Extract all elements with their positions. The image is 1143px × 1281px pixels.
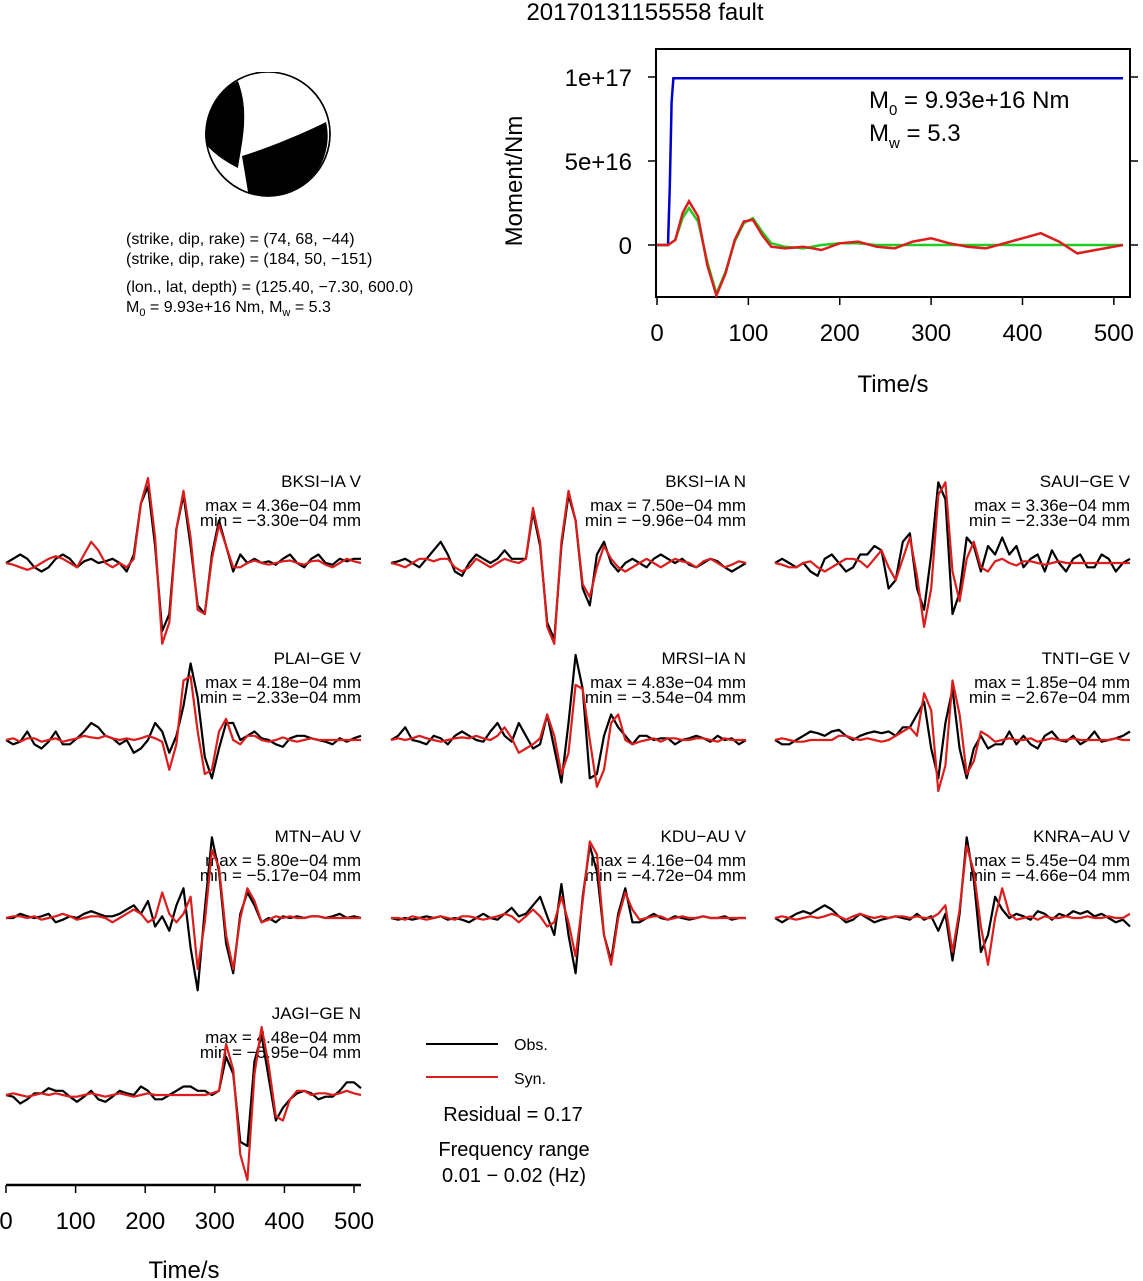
moment-xtick-label: 300 xyxy=(911,320,951,347)
waveform-xtick-label: 100 xyxy=(56,1208,96,1235)
moment-xtick-label: 500 xyxy=(1094,320,1134,347)
source-params: (strike, dip, rake) = (74, 68, −44) (str… xyxy=(126,230,413,323)
moment-xtick-label: 200 xyxy=(820,320,860,347)
moment-ticks-group: 0 100 200 300 400 500 0 5e+16 1e+17 xyxy=(565,65,1138,347)
moment-m0-annotation: M0 = 9.93e+16 Nm xyxy=(869,87,1069,119)
station-max: max = 5.80e−04 mm xyxy=(205,851,361,870)
station-max: max = 4.18e−04 mm xyxy=(205,673,361,692)
station-min: min = −3.54e−04 mm xyxy=(585,688,746,707)
waveform-xtick-label: 0 xyxy=(0,1208,13,1235)
waveform-xtick-label: 300 xyxy=(195,1208,235,1235)
station-name: KDU−AU V xyxy=(661,827,747,846)
strike-dip-rake-2: (strike, dip, rake) = (184, 50, −151) xyxy=(126,251,373,268)
waveform-syn xyxy=(5,848,361,971)
station-name: JAGI−GE N xyxy=(272,1004,361,1023)
waveform-xtick-label: 400 xyxy=(264,1208,304,1235)
station-max: max = 4.36e−04 mm xyxy=(205,496,361,515)
waveform-time-axis: 0 100 200 300 400 500 xyxy=(0,1183,374,1235)
waveform-syn xyxy=(5,1025,362,1182)
station-max: max = 3.36e−04 mm xyxy=(974,496,1130,515)
waveform-obs xyxy=(774,836,1131,962)
strike-dip-rake-1: (strike, dip, rake) = (74, 68, −44) xyxy=(126,231,355,248)
waveform-syn xyxy=(5,675,361,776)
moment-series-2 xyxy=(657,198,1124,300)
station-max: max = 7.50e−04 mm xyxy=(590,496,746,515)
moment-summary: M0 = 9.93e+16 Nm, Mw = 5.3 xyxy=(126,299,331,320)
moment-ytick-label: 0 xyxy=(619,233,632,260)
station-name: BKSI−IA V xyxy=(281,472,362,491)
moment-chart: 0 100 200 300 400 500 0 5e+16 1e+17 Moment/Nm Ti… xyxy=(501,48,1138,398)
station-name: MTN−AU V xyxy=(275,827,362,846)
moment-series-1 xyxy=(657,205,1123,298)
station-min: min = −3.30e−04 mm xyxy=(200,511,361,530)
waveform-syn xyxy=(774,844,1131,966)
moment-chart-frame xyxy=(655,48,1131,298)
station-max: max = 4.16e−04 mm xyxy=(590,851,746,870)
waveform-syn xyxy=(391,840,746,966)
moment-xtick-label: 400 xyxy=(1002,320,1042,347)
station-name: KNRA−AU V xyxy=(1033,827,1130,846)
station-name: PLAI−GE V xyxy=(274,649,362,668)
station-min: min = −2.33e−04 mm xyxy=(969,511,1130,530)
station-min: min = −9.96e−04 mm xyxy=(585,511,746,530)
station-max: max = 4.83e−04 mm xyxy=(590,673,746,692)
station-min: min = −5.17e−04 mm xyxy=(200,866,361,885)
station-max: max = 5.45e−04 mm xyxy=(974,851,1130,870)
legend-syn-label: Syn. xyxy=(514,1071,546,1088)
waveform-syn xyxy=(774,679,1130,793)
waveform-xtick-label: 200 xyxy=(125,1208,165,1235)
station-name: BKSI−IA N xyxy=(665,472,746,491)
moment-ytick-label: 1e+17 xyxy=(565,65,632,92)
page-title: 20170131155558 fault xyxy=(526,0,764,26)
waveform-xtick-label: 500 xyxy=(334,1208,374,1235)
station-min: min = −4.72e−04 mm xyxy=(585,866,746,885)
moment-ytick-label: 5e+16 xyxy=(565,149,632,176)
waveform-obs xyxy=(5,662,362,780)
waveform-syn xyxy=(774,481,1130,628)
waveform-syn xyxy=(390,683,746,788)
moment-xlabel: Time/s xyxy=(857,371,928,398)
waveform-syn xyxy=(390,489,747,645)
station-min: min = −2.67e−04 mm xyxy=(969,688,1130,707)
legend-obs-label: Obs. xyxy=(514,1037,548,1054)
location-depth: (lon., lat, depth) = (125.40, −7.30, 600… xyxy=(126,279,414,296)
beachball-icon xyxy=(205,72,331,197)
station-name: TNTI−GE V xyxy=(1042,649,1131,668)
station-name: SAUI−GE V xyxy=(1040,472,1131,491)
waveform-obs xyxy=(390,653,747,784)
moment-series-group xyxy=(657,76,1124,300)
residual-text: Residual = 0.17 xyxy=(443,1104,583,1126)
moment-ylabel: Moment/Nm xyxy=(501,116,528,247)
station-min: min = −5.95e−04 mm xyxy=(200,1043,361,1062)
moment-xtick-label: 100 xyxy=(728,320,768,347)
frequency-range: 0.01 − 0.02 (Hz) xyxy=(442,1165,586,1187)
station-min: min = −4.66e−04 mm xyxy=(969,866,1130,885)
station-max: max = 1.85e−04 mm xyxy=(974,673,1130,692)
moment-xtick-label: 0 xyxy=(650,320,663,347)
frequency-title: Frequency range xyxy=(438,1139,589,1161)
waveform-xlabel: Time/s xyxy=(148,1257,219,1281)
station-name: MRSI−IA N xyxy=(661,649,746,668)
waveform-syn xyxy=(5,476,362,645)
station-max: max = 4.48e−04 mm xyxy=(205,1028,361,1047)
moment-mw-annotation: Mw = 5.3 xyxy=(869,120,961,152)
legend: Obs. Syn. xyxy=(426,1037,548,1088)
station-min: min = −2.33e−04 mm xyxy=(200,688,361,707)
